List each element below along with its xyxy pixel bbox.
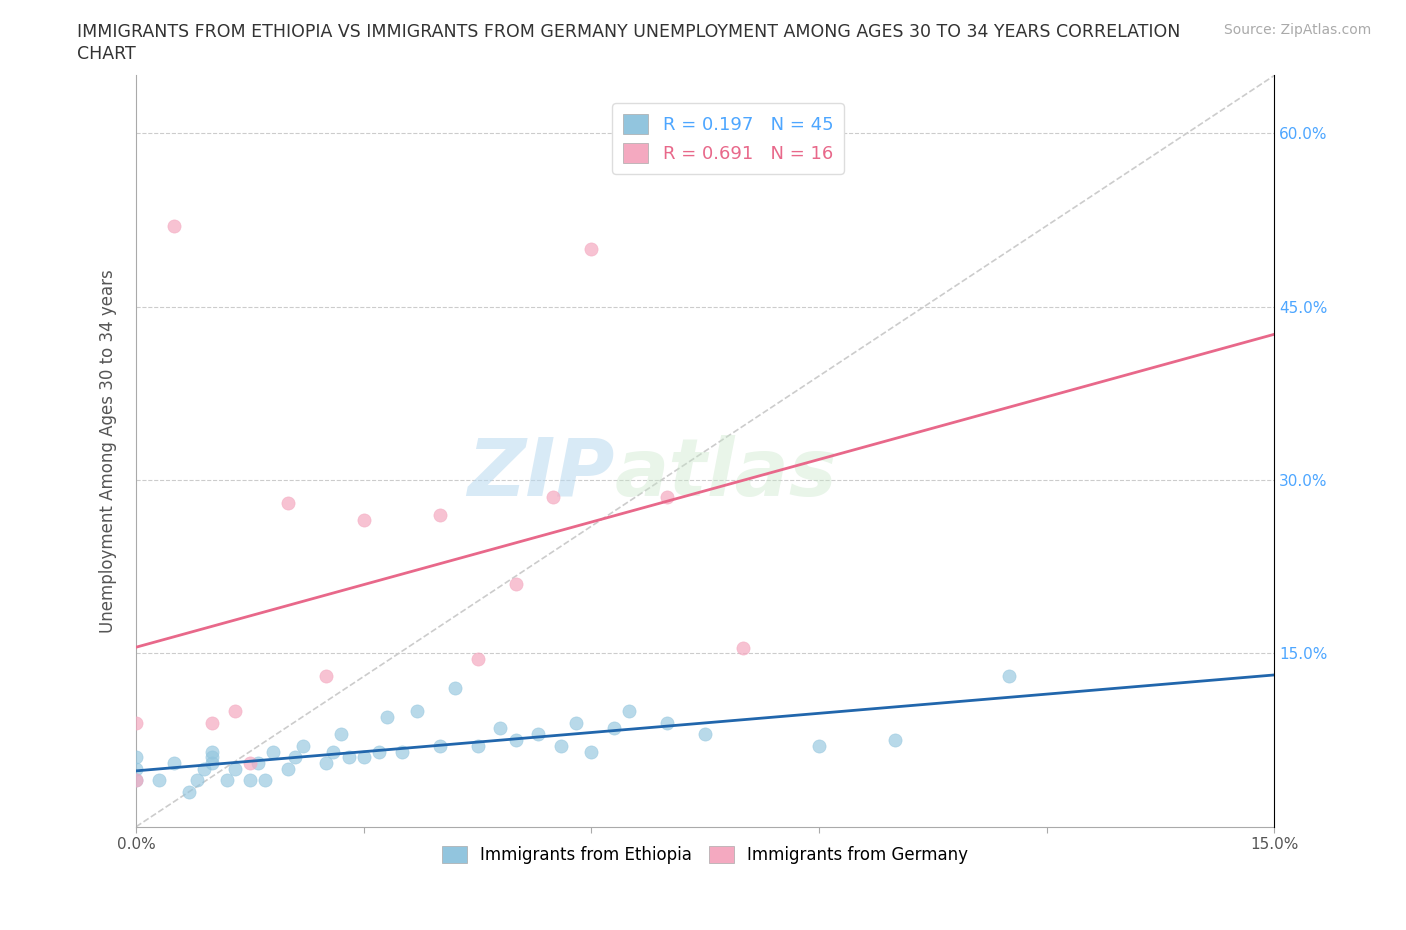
Text: Source: ZipAtlas.com: Source: ZipAtlas.com [1223,23,1371,37]
Point [581,744,603,759]
Point [657,715,679,730]
Point [179,785,201,800]
Point [429,738,451,753]
Point [581,242,603,257]
Point [657,490,679,505]
Point [201,715,224,730]
Point [254,773,277,788]
Point [125,715,148,730]
Point [201,744,224,759]
Text: ZIP: ZIP [467,434,614,512]
Point [315,756,337,771]
Point [125,762,148,777]
Point [224,704,246,719]
Point [695,727,717,742]
Point [125,773,148,788]
Point [277,496,299,511]
Point [429,507,451,522]
Point [163,219,186,233]
Point [565,715,588,730]
Point [550,738,572,753]
Point [505,577,527,591]
Point [277,762,299,777]
Point [148,773,170,788]
Point [239,773,262,788]
Point [808,738,831,753]
Point [337,750,360,764]
Point [505,733,527,748]
Point [884,733,907,748]
Point [733,640,755,655]
Point [125,773,148,788]
Point [239,756,262,771]
Point [217,773,239,788]
Point [201,750,224,764]
Text: CHART: CHART [77,45,136,62]
Point [284,750,307,764]
Point [375,710,398,724]
Point [443,681,465,696]
Point [406,704,429,719]
Point [315,669,337,684]
Text: IMMIGRANTS FROM ETHIOPIA VS IMMIGRANTS FROM GERMANY UNEMPLOYMENT AMONG AGES 30 T: IMMIGRANTS FROM ETHIOPIA VS IMMIGRANTS F… [77,23,1181,41]
Point [186,773,208,788]
Point [353,750,375,764]
Point [391,744,413,759]
Point [262,744,284,759]
Point [201,756,224,771]
Point [322,744,344,759]
Point [619,704,641,719]
Point [527,727,550,742]
Point [543,490,565,505]
Point [603,721,626,736]
Text: atlas: atlas [614,434,837,512]
Point [125,750,148,764]
Point [368,744,391,759]
Point [193,762,215,777]
Point [330,727,353,742]
Point [489,721,512,736]
Point [467,738,489,753]
Y-axis label: Unemployment Among Ages 30 to 34 years: Unemployment Among Ages 30 to 34 years [100,269,117,633]
Point [224,762,246,777]
Point [163,756,186,771]
Point [467,652,489,667]
Point [353,513,375,528]
Legend: Immigrants from Ethiopia, Immigrants from Germany: Immigrants from Ethiopia, Immigrants fro… [436,840,974,871]
Point [246,756,269,771]
Point [997,669,1019,684]
Point [292,738,315,753]
